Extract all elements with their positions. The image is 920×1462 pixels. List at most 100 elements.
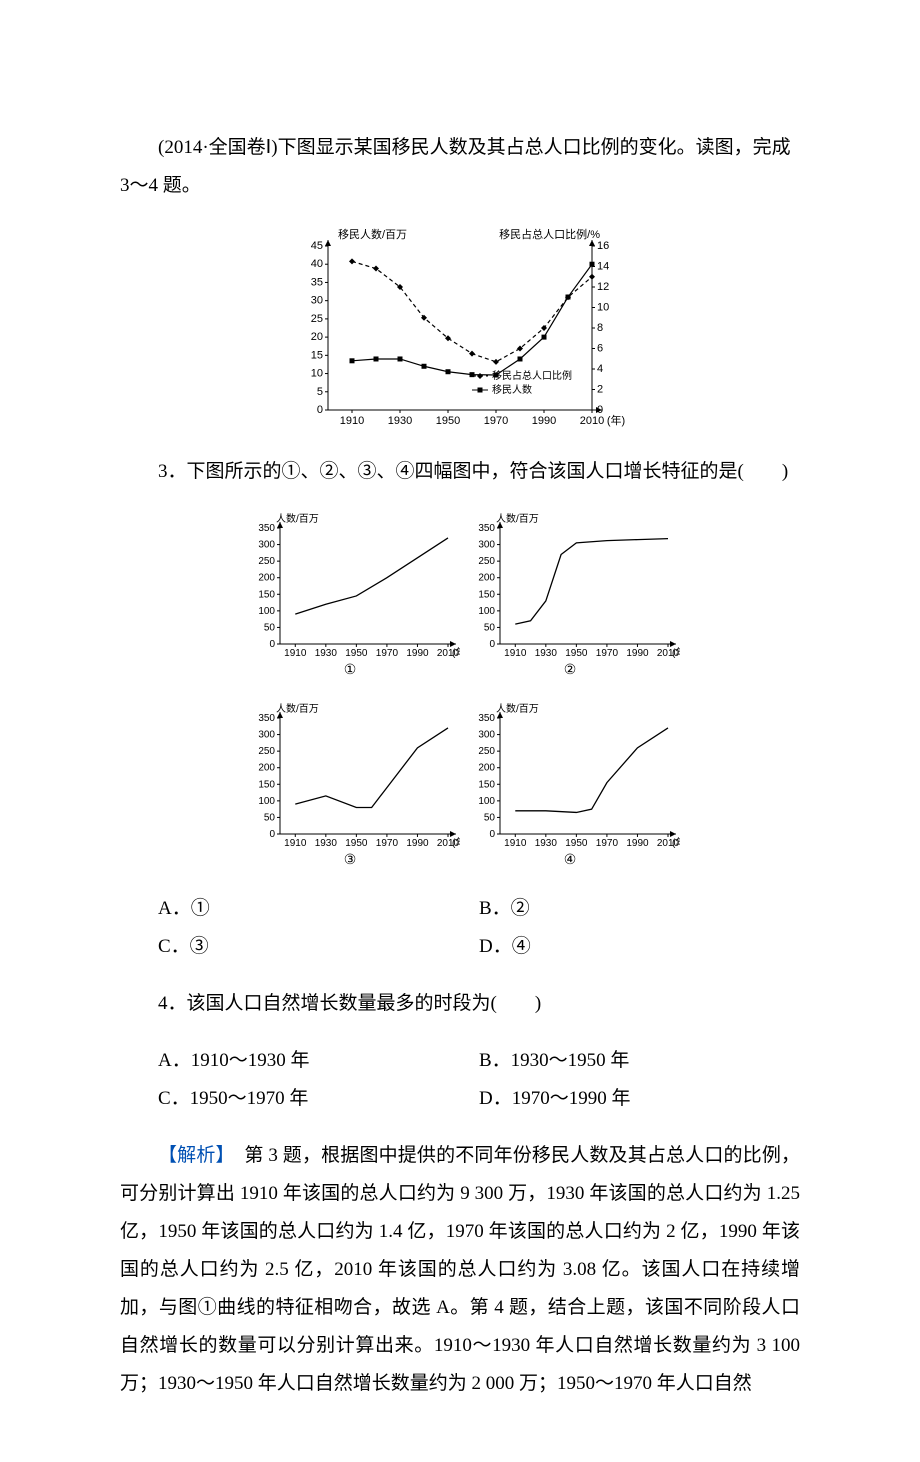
svg-text:1930: 1930 bbox=[388, 415, 412, 427]
svg-text:移民占总人口比例: 移民占总人口比例 bbox=[492, 369, 572, 382]
q4-option-d: D．1970～1990 年 bbox=[479, 1080, 800, 1118]
svg-text:4: 4 bbox=[597, 363, 603, 375]
svg-text:150: 150 bbox=[478, 589, 495, 600]
svg-text:人数/百万: 人数/百万 bbox=[276, 702, 319, 715]
svg-text:300: 300 bbox=[258, 730, 275, 741]
svg-text:1930: 1930 bbox=[535, 648, 558, 659]
analysis-paragraph: 【解析】 第 3 题，根据图中提供的不同年份移民人数及其占总人口的比例，可分别计… bbox=[120, 1137, 800, 1403]
svg-text:②: ② bbox=[564, 661, 577, 677]
svg-text:人数/百万: 人数/百万 bbox=[276, 512, 319, 525]
svg-text:250: 250 bbox=[258, 746, 275, 757]
svg-text:0: 0 bbox=[317, 404, 323, 416]
svg-text:移民人数/百万: 移民人数/百万 bbox=[338, 228, 407, 241]
svg-text:100: 100 bbox=[478, 796, 495, 807]
svg-text:200: 200 bbox=[258, 573, 275, 584]
svg-text:150: 150 bbox=[478, 779, 495, 790]
svg-text:100: 100 bbox=[258, 796, 275, 807]
q4-option-b: B．1930～1950 年 bbox=[479, 1042, 800, 1080]
q4-option-a: A．1910～1930 年 bbox=[158, 1042, 479, 1080]
svg-text:1990: 1990 bbox=[532, 415, 556, 427]
svg-text:(年): (年) bbox=[672, 836, 680, 849]
svg-text:(年): (年) bbox=[672, 646, 680, 659]
svg-text:25: 25 bbox=[311, 313, 323, 325]
svg-text:250: 250 bbox=[478, 556, 495, 567]
svg-text:1970: 1970 bbox=[376, 838, 399, 849]
svg-text:200: 200 bbox=[478, 763, 495, 774]
svg-text:人数/百万: 人数/百万 bbox=[496, 702, 539, 715]
q3-stem: 3．下图所示的①、②、③、④四幅图中，符合该国人口增长特征的是( ) bbox=[120, 453, 800, 491]
main-chart: 移民人数/百万移民占总人口比例/%05101520253035404502468… bbox=[120, 224, 800, 434]
svg-text:50: 50 bbox=[264, 812, 276, 823]
svg-text:①: ① bbox=[344, 661, 357, 677]
source-label: (2014·全国卷Ⅰ) bbox=[158, 137, 278, 158]
svg-text:1970: 1970 bbox=[376, 648, 399, 659]
svg-text:1990: 1990 bbox=[626, 648, 649, 659]
svg-text:350: 350 bbox=[258, 713, 275, 724]
svg-text:④: ④ bbox=[564, 851, 577, 867]
svg-text:350: 350 bbox=[478, 713, 495, 724]
option-charts-row1: 人数/百万05010015020025030035019101930195019… bbox=[120, 510, 800, 694]
svg-text:1990: 1990 bbox=[406, 838, 429, 849]
q3-option-c: C．③ bbox=[158, 928, 479, 966]
svg-text:0: 0 bbox=[269, 829, 275, 840]
svg-text:(年): (年) bbox=[452, 836, 460, 849]
svg-text:1950: 1950 bbox=[565, 648, 588, 659]
q3-option-a: A．① bbox=[158, 890, 479, 928]
svg-text:35: 35 bbox=[311, 276, 323, 288]
main-chart-svg: 移民人数/百万移民占总人口比例/%05101520253035404502468… bbox=[280, 224, 640, 434]
q4-options-row1: A．1910～1930 年 B．1930～1950 年 bbox=[158, 1042, 800, 1080]
svg-text:1990: 1990 bbox=[406, 648, 429, 659]
svg-text:1910: 1910 bbox=[284, 838, 307, 849]
q3-number: 3． bbox=[158, 461, 187, 482]
svg-text:50: 50 bbox=[484, 622, 496, 633]
page-container: (2014·全国卷Ⅰ)下图显示某国移民人数及其占总人口比例的变化。读图，完成 3… bbox=[0, 0, 920, 1462]
svg-text:16: 16 bbox=[597, 240, 609, 252]
q3-options-row1: A．① B．② bbox=[158, 890, 800, 928]
svg-text:2: 2 bbox=[597, 384, 603, 396]
svg-text:0: 0 bbox=[489, 829, 495, 840]
svg-text:50: 50 bbox=[264, 622, 276, 633]
svg-text:20: 20 bbox=[311, 331, 323, 343]
svg-text:200: 200 bbox=[258, 763, 275, 774]
svg-text:1970: 1970 bbox=[596, 648, 619, 659]
analysis-text: 第 3 题，根据图中提供的不同年份移民人数及其占总人口的比例，可分别计算出 19… bbox=[120, 1145, 800, 1394]
svg-text:100: 100 bbox=[478, 606, 495, 617]
svg-text:1950: 1950 bbox=[345, 648, 368, 659]
option-chart-4: 人数/百万05010015020025030035019101930195019… bbox=[460, 700, 680, 870]
svg-text:250: 250 bbox=[258, 556, 275, 567]
q3-option-b: B．② bbox=[479, 890, 800, 928]
svg-text:10: 10 bbox=[597, 302, 609, 314]
svg-text:6: 6 bbox=[597, 343, 603, 355]
svg-text:人数/百万: 人数/百万 bbox=[496, 512, 539, 525]
svg-text:200: 200 bbox=[478, 573, 495, 584]
svg-text:0: 0 bbox=[489, 639, 495, 650]
analysis-label: 【解析】 bbox=[158, 1145, 225, 1166]
svg-text:10: 10 bbox=[311, 368, 323, 380]
svg-text:1930: 1930 bbox=[535, 838, 558, 849]
q4-number: 4． bbox=[158, 993, 187, 1014]
q3-text: 下图所示的①、②、③、④四幅图中，符合该国人口增长特征的是( ) bbox=[187, 461, 789, 482]
svg-text:300: 300 bbox=[258, 540, 275, 551]
svg-text:1930: 1930 bbox=[315, 838, 338, 849]
svg-text:(年): (年) bbox=[607, 413, 625, 427]
svg-text:2010: 2010 bbox=[580, 415, 604, 427]
svg-text:1970: 1970 bbox=[596, 838, 619, 849]
svg-text:50: 50 bbox=[484, 812, 496, 823]
svg-text:(年): (年) bbox=[452, 646, 460, 659]
svg-text:150: 150 bbox=[258, 779, 275, 790]
svg-text:15: 15 bbox=[311, 349, 323, 361]
svg-text:1910: 1910 bbox=[504, 838, 527, 849]
svg-text:1950: 1950 bbox=[436, 415, 460, 427]
intro-paragraph: (2014·全国卷Ⅰ)下图显示某国移民人数及其占总人口比例的变化。读图，完成 3… bbox=[120, 129, 800, 205]
q4-options-row2: C．1950～1970 年 D．1970～1990 年 bbox=[158, 1080, 800, 1118]
svg-text:8: 8 bbox=[597, 322, 603, 334]
q4-option-c: C．1950～1970 年 bbox=[158, 1080, 479, 1118]
svg-text:移民人数: 移民人数 bbox=[492, 383, 532, 396]
q4-text: 该国人口自然增长数量最多的时段为( ) bbox=[187, 993, 542, 1014]
svg-text:1930: 1930 bbox=[315, 648, 338, 659]
svg-text:350: 350 bbox=[258, 523, 275, 534]
q3-options-row2: C．③ D．④ bbox=[158, 928, 800, 966]
svg-text:1950: 1950 bbox=[565, 838, 588, 849]
svg-text:30: 30 bbox=[311, 295, 323, 307]
svg-text:100: 100 bbox=[258, 606, 275, 617]
